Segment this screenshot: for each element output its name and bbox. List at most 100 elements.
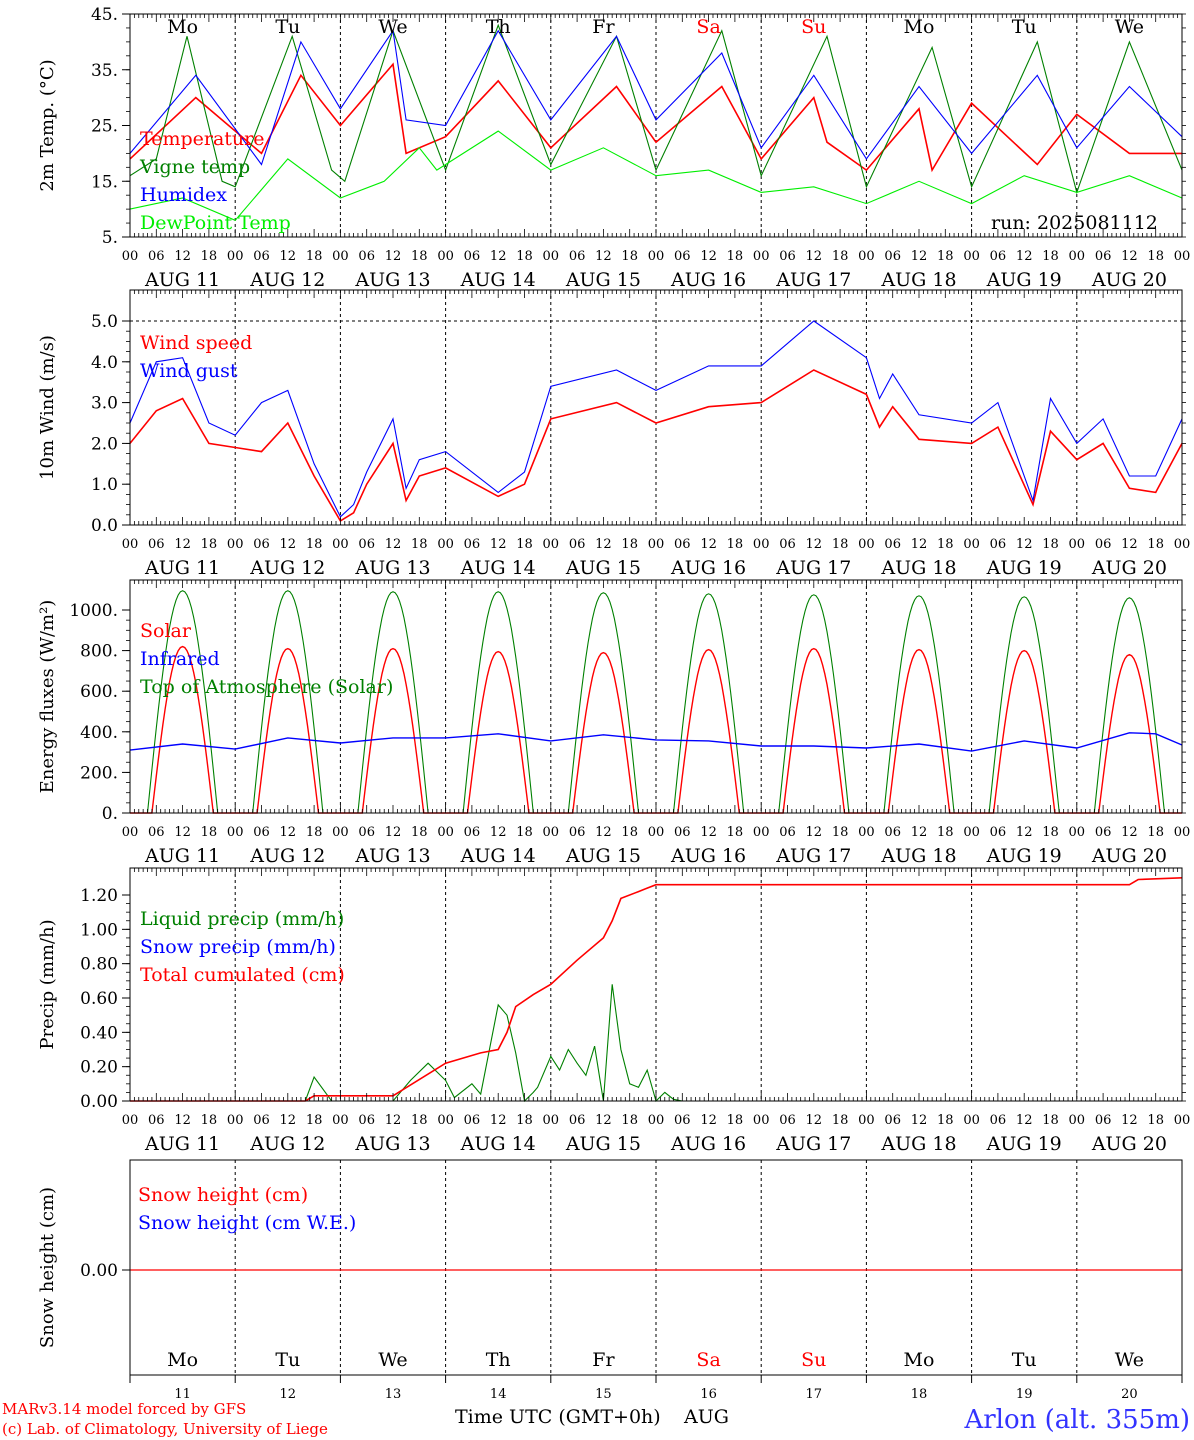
- hour-label: 18: [306, 1113, 323, 1128]
- y-tick-label: 800.: [80, 642, 118, 662]
- series-wind-gust: [129, 320, 1183, 518]
- y-tick-label: 0.60: [80, 989, 118, 1009]
- weekday-label: We: [1115, 16, 1144, 38]
- hour-label: 06: [779, 825, 796, 840]
- y-tick-label: 0.0: [91, 516, 118, 536]
- hour-label: 18: [727, 537, 744, 552]
- hour-label: 06: [990, 1113, 1007, 1128]
- series-liquid-precip-mm-h-: [130, 984, 1182, 1103]
- hour-label: 12: [1121, 249, 1138, 264]
- series-vigne-temp: [129, 23, 1183, 195]
- date-label: AUG 15: [565, 845, 641, 867]
- hour-label: 06: [1095, 1113, 1112, 1128]
- model-credit: MARv3.14 model forced by GFS: [2, 1400, 246, 1418]
- hour-label: 12: [174, 825, 191, 840]
- hour-label: 00: [1174, 825, 1191, 840]
- hour-label: 00: [963, 825, 980, 840]
- hour-label: 18: [306, 825, 323, 840]
- date-label: AUG 14: [460, 1133, 536, 1155]
- hour-label: 18: [1147, 537, 1164, 552]
- date-label: AUG 19: [986, 1133, 1062, 1155]
- weekday-label: Tu: [1012, 16, 1037, 38]
- weekday-label: Mo: [167, 16, 198, 38]
- hour-label: 00: [1174, 1113, 1191, 1128]
- date-label: AUG 20: [1091, 1133, 1167, 1155]
- hour-label: 18: [306, 249, 323, 264]
- y-tick-label: 5.0: [91, 312, 118, 332]
- hour-label: 06: [1095, 825, 1112, 840]
- y-tick-label: 0.80: [80, 955, 118, 975]
- copyright: (c) Lab. of Climatology, University of L…: [2, 1420, 328, 1438]
- y-axis-label: Snow height (cm): [37, 1187, 58, 1348]
- date-label: AUG 11: [144, 557, 220, 579]
- hour-label: 12: [174, 249, 191, 264]
- series-infrared: [129, 732, 1183, 752]
- hour-label: 06: [253, 1113, 270, 1128]
- hour-label: 12: [490, 825, 507, 840]
- hour-label: 12: [1121, 825, 1138, 840]
- date-label: AUG 13: [354, 557, 430, 579]
- hour-label: 06: [779, 537, 796, 552]
- hour-label: 00: [227, 249, 244, 264]
- hour-label: 06: [1095, 537, 1112, 552]
- hour-label: 06: [569, 249, 586, 264]
- y-tick-label: 35.: [91, 61, 118, 81]
- y-tick-label: 15.: [91, 172, 118, 192]
- hour-label: 00: [753, 1113, 770, 1128]
- date-label: AUG 12: [249, 269, 325, 291]
- weekday-label: Fr: [592, 1349, 615, 1371]
- hour-label: 00: [1069, 249, 1086, 264]
- hour-label: 18: [937, 1113, 954, 1128]
- hour-label: 12: [1121, 537, 1138, 552]
- y-tick-label: 1000.: [69, 601, 118, 621]
- date-label: AUG 16: [670, 845, 746, 867]
- legend-entry: Liquid precip (mm/h): [140, 908, 344, 930]
- weekday-label: Su: [801, 1349, 826, 1371]
- legend-entry: Top of Atmosphere (Solar): [140, 676, 393, 698]
- hour-label: 06: [253, 537, 270, 552]
- hour-label: 12: [1016, 249, 1033, 264]
- hour-label: 06: [569, 1113, 586, 1128]
- date-label: AUG 14: [460, 845, 536, 867]
- y-tick-label: 1.00: [80, 920, 118, 940]
- hour-label: 00: [858, 249, 875, 264]
- day-number-label: 12: [280, 1387, 297, 1402]
- axes-layer: [122, 13, 1186, 1383]
- date-label: AUG 11: [144, 845, 220, 867]
- time-axis-label: Time UTC (GMT+0h): [455, 1406, 661, 1428]
- hour-label: 06: [779, 1113, 796, 1128]
- hour-label: 00: [332, 537, 349, 552]
- hour-label: 00: [858, 1113, 875, 1128]
- hour-label: 06: [358, 249, 375, 264]
- date-label: AUG 13: [354, 269, 430, 291]
- series-wind-speed: [129, 369, 1183, 523]
- y-tick-label: 0.40: [80, 1023, 118, 1043]
- hour-label: 06: [148, 1113, 165, 1128]
- hour-label: 00: [122, 249, 139, 264]
- hour-label: 18: [621, 537, 638, 552]
- weekday-label: Mo: [904, 1349, 935, 1371]
- hour-label: 00: [648, 825, 665, 840]
- hour-label: 18: [516, 1113, 533, 1128]
- series-humidex: [129, 29, 1183, 166]
- hour-label: 12: [595, 249, 612, 264]
- date-label: AUG 13: [354, 845, 430, 867]
- y-tick-label: 45.: [91, 5, 118, 25]
- hour-label: 00: [858, 537, 875, 552]
- hour-label: 00: [543, 537, 560, 552]
- date-label: AUG 20: [1091, 557, 1167, 579]
- hour-label: 00: [122, 825, 139, 840]
- date-label: AUG 17: [775, 557, 851, 579]
- date-label: AUG 15: [565, 557, 641, 579]
- date-label: AUG 18: [880, 557, 956, 579]
- hour-label: 18: [516, 537, 533, 552]
- hour-label: 18: [411, 825, 428, 840]
- hour-label: 00: [122, 537, 139, 552]
- hour-label: 12: [280, 249, 297, 264]
- hour-label: 12: [490, 249, 507, 264]
- hour-label: 18: [411, 537, 428, 552]
- date-label: AUG 16: [670, 269, 746, 291]
- hour-label: 18: [201, 825, 218, 840]
- hour-label: 06: [148, 537, 165, 552]
